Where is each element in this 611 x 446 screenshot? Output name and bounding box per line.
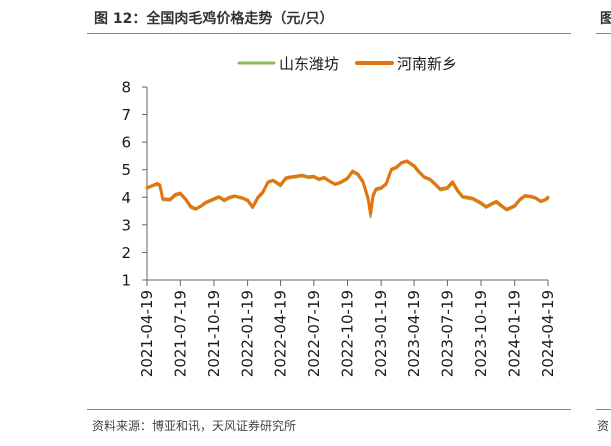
x-tick-label: 2021-04-19 xyxy=(138,290,156,377)
y-tick-label: 1 xyxy=(121,272,131,290)
y-tick-label: 8 xyxy=(121,79,131,97)
x-tick-label: 2022-10-19 xyxy=(339,290,357,377)
chart-legend: 山东潍坊 河南新乡 xyxy=(237,55,457,73)
series-line-1 xyxy=(145,160,550,219)
x-tick-label: 2023-01-19 xyxy=(372,290,390,377)
next-footer-rule xyxy=(596,409,611,410)
x-tick-label: 2022-07-19 xyxy=(305,290,323,377)
y-tick-label: 3 xyxy=(121,216,131,234)
y-tick-label: 7 xyxy=(121,106,131,124)
x-tick-label: 2021-10-19 xyxy=(205,290,223,377)
next-source-fragment: 资 xyxy=(597,419,610,433)
legend-label-1: 山东潍坊 xyxy=(279,55,339,73)
y-tick-label: 6 xyxy=(121,134,131,152)
series-line-2 xyxy=(145,159,550,216)
x-tick-label: 2023-04-19 xyxy=(405,290,423,377)
y-tick-label: 4 xyxy=(121,189,131,207)
x-tick-label: 2022-01-19 xyxy=(239,290,257,377)
x-tick-label: 2023-10-19 xyxy=(472,290,490,377)
series-layer xyxy=(145,159,550,219)
x-tick-label: 2024-04-19 xyxy=(539,290,557,377)
source-note: 资料来源：博亚和讯，天风证券研究所 xyxy=(92,419,297,433)
title-underline xyxy=(87,33,571,34)
x-tick-label: 2023-07-19 xyxy=(438,290,456,377)
x-tick-label: 2024-01-19 xyxy=(506,290,524,377)
y-axis: 1 2 3 4 5 6 7 8 xyxy=(121,79,148,290)
next-figure-title-fragment: 图 xyxy=(600,11,611,27)
x-tick-label: 2021-07-19 xyxy=(171,290,189,377)
x-axis: 2021-04-19 2021-07-19 2021-10-19 2022-01-19… xyxy=(138,279,557,377)
x-tick-label: 2022-04-19 xyxy=(272,290,290,377)
next-figure-underline xyxy=(596,33,611,34)
footer-rule xyxy=(87,409,571,410)
figure-title: 图 12：全国肉毛鸡价格走势（元/只） xyxy=(94,11,334,27)
y-tick-label: 5 xyxy=(121,161,131,179)
legend-label-2: 河南新乡 xyxy=(397,55,457,73)
y-tick-label: 2 xyxy=(121,244,131,262)
